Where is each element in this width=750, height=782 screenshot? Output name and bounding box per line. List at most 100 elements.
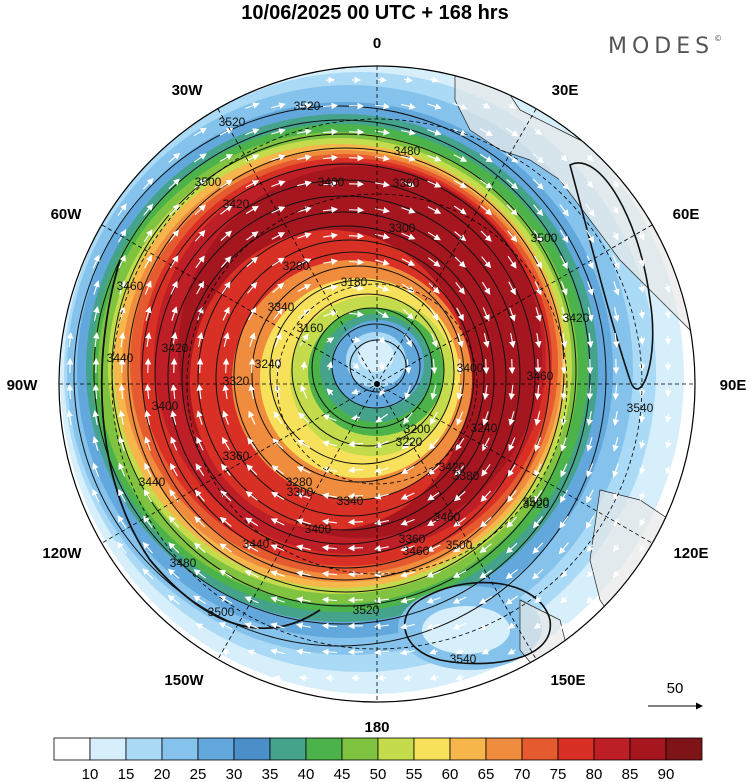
wind-arrow xyxy=(350,414,361,422)
wind-arrow xyxy=(322,232,339,240)
wind-arrow xyxy=(144,436,151,451)
wind-arrow xyxy=(481,256,492,269)
wind-arrow xyxy=(118,488,126,503)
wind-arrow xyxy=(479,128,494,136)
wind-arrow xyxy=(374,519,389,526)
wind-arrow xyxy=(193,569,206,579)
wind-arrow xyxy=(297,439,311,449)
wind-arrow xyxy=(586,544,594,553)
wind-arrow xyxy=(170,410,177,425)
wind-arrow xyxy=(400,571,415,578)
contour-label: 3360 xyxy=(223,449,250,463)
wind-arrow xyxy=(612,437,619,452)
wind-arrow xyxy=(194,204,206,216)
contour-label: 3240 xyxy=(471,421,498,435)
wind-arrow xyxy=(170,280,178,295)
contour-label: 3300 xyxy=(287,485,314,499)
wind-arrow xyxy=(246,256,259,268)
wind-arrow xyxy=(271,206,286,214)
contour-label: 3340 xyxy=(268,300,295,314)
wind-arrow xyxy=(613,518,620,527)
wind-arrow xyxy=(533,622,542,630)
contour-label: 3400 xyxy=(305,522,332,536)
wind-arrow xyxy=(665,439,672,449)
wind-arrow xyxy=(426,597,441,604)
wind-arrow xyxy=(612,411,619,426)
wind-arrow xyxy=(587,281,594,296)
wind-arrow xyxy=(560,622,568,630)
contour-label: 3400 xyxy=(318,175,345,189)
contour-label: 3380 xyxy=(453,469,480,483)
wind-arrow xyxy=(560,384,568,401)
contour-label: 3520 xyxy=(219,115,246,129)
wind-arrow xyxy=(426,544,441,552)
wind-arrow xyxy=(196,383,204,400)
wind-arrow xyxy=(586,255,594,270)
wind-arrow xyxy=(506,516,518,528)
wind-arrow xyxy=(222,410,229,425)
wind-arrow xyxy=(480,205,493,216)
colorbar-tick-label: 15 xyxy=(118,766,135,782)
wind-arrow xyxy=(479,543,492,553)
wind-arrow xyxy=(296,596,311,603)
wind-arrow xyxy=(507,463,517,477)
wind-arrow xyxy=(665,492,672,501)
wind-arrow xyxy=(249,332,256,347)
wind-arrow xyxy=(638,309,645,320)
wind-arrow xyxy=(144,331,152,347)
wind-arrow xyxy=(482,358,490,375)
colorbar-tick-label: 65 xyxy=(478,766,495,782)
wind-arrow xyxy=(245,205,259,215)
wind-arrow xyxy=(92,436,99,451)
wind-arrow xyxy=(509,307,516,322)
contour-label: 3500 xyxy=(446,538,473,552)
colorbar-swatch xyxy=(197,737,235,761)
lon-label-30e: 30E xyxy=(552,82,579,99)
wind-arrow xyxy=(193,542,206,553)
wind-arrow xyxy=(270,596,285,603)
colorbar-tick-label: 90 xyxy=(658,766,675,782)
wind-arrow xyxy=(505,127,519,137)
wind-arrow xyxy=(296,544,311,551)
wind-arrow xyxy=(533,255,543,269)
wind-arrow xyxy=(402,674,413,681)
wind-arrow xyxy=(296,648,311,656)
wind-arrow xyxy=(639,439,646,449)
wind-arrow xyxy=(296,570,311,577)
wind-arrow xyxy=(322,180,339,188)
lon-label-60e: 60E xyxy=(673,206,700,223)
logo-text: MODES xyxy=(608,34,715,59)
wind-arrow xyxy=(193,595,207,605)
wind-arrow xyxy=(400,545,415,552)
wind-arrow xyxy=(194,229,206,242)
wind-arrow xyxy=(430,358,438,375)
wind-arrow xyxy=(322,206,339,214)
wind-arrow xyxy=(481,463,491,477)
contour-label: 3400 xyxy=(152,399,179,413)
wind-arrow xyxy=(92,410,99,425)
wind-arrow xyxy=(427,154,442,162)
wind-arrow xyxy=(638,335,646,346)
wind-arrow xyxy=(505,569,518,580)
wind-arrow xyxy=(220,490,232,502)
wind-arrow xyxy=(401,155,416,162)
wind-arrow xyxy=(246,464,258,476)
colorbar-swatch xyxy=(665,737,703,761)
wind-arrow xyxy=(401,439,414,450)
wind-arrow xyxy=(270,648,285,655)
wind-arrow xyxy=(143,229,153,243)
wind-arrow xyxy=(197,332,204,347)
wind-arrow xyxy=(639,466,646,475)
wind-arrow xyxy=(430,76,439,83)
wind-arrow xyxy=(296,466,311,474)
wind-arrow xyxy=(296,492,311,499)
colorbar-swatch xyxy=(521,737,559,761)
wind-arrow xyxy=(427,180,442,188)
wind-arrow xyxy=(428,282,440,294)
wind-arrow xyxy=(400,518,415,526)
wind-arrow xyxy=(221,436,230,451)
wind-arrow xyxy=(612,255,620,270)
wind-arrow xyxy=(612,384,620,401)
wind-arrow xyxy=(348,206,365,214)
wind-arrow xyxy=(347,440,364,448)
